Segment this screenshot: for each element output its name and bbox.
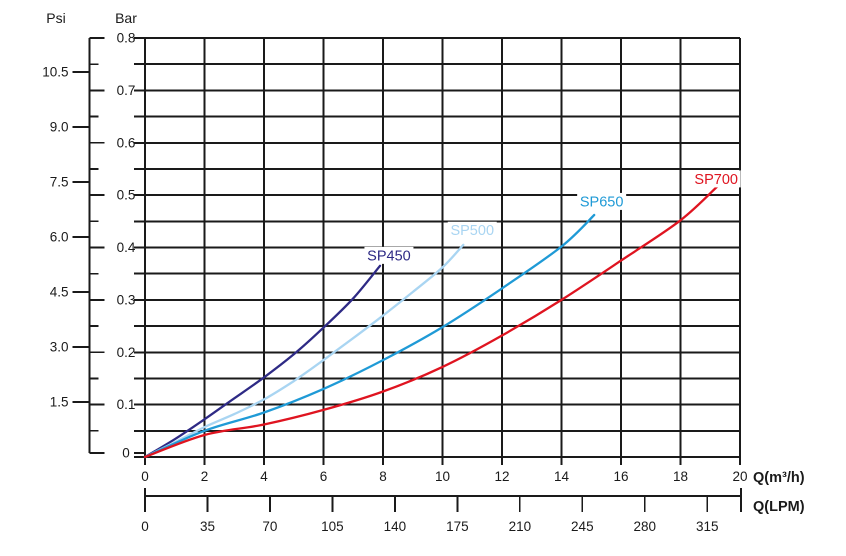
- x-tick-label: 6: [320, 469, 328, 484]
- curve-label-bg: [691, 170, 741, 188]
- x-tick-label: 16: [613, 469, 628, 484]
- curve-labels: SP450 SP500 SP650 SP700: [364, 170, 741, 264]
- psi-tick-label: 4.5: [50, 285, 69, 300]
- bar-tick-label: 0.8: [117, 31, 136, 46]
- bar-tick-label: 0.4: [117, 240, 136, 255]
- x-tick-label: 2: [201, 469, 209, 484]
- x-axis-labels: 0 2 4 6 8 10 12 14 16 18 20 Q(m³/h): [141, 469, 804, 486]
- curve-sp500: [143, 243, 465, 459]
- bar-tick-label: 0.6: [117, 135, 136, 150]
- psi-tick-label: 3.0: [50, 340, 69, 355]
- x-tick-label: 12: [494, 469, 509, 484]
- bar-tick-label: 0.2: [117, 345, 136, 360]
- curve-label-bg: [364, 246, 414, 264]
- bar-tick-label: 0.5: [117, 188, 136, 203]
- curve-sp700: [143, 183, 721, 459]
- lpm-tick-label: 175: [446, 519, 469, 534]
- psi-tick-label: 6.0: [50, 230, 69, 245]
- lpm-tick-label: 210: [509, 519, 532, 534]
- curves: [143, 183, 721, 459]
- lpm-tick-label: 70: [262, 519, 277, 534]
- psi-axis-title: Psi: [46, 10, 65, 26]
- bar-tick-label: 0: [122, 446, 130, 461]
- psi-tick-label: 7.5: [50, 175, 69, 190]
- x-axis-title: Q(m³/h): [753, 470, 805, 486]
- grid: [134, 37, 741, 465]
- curve-label-sp700: SP700: [694, 172, 738, 188]
- lpm-tick-label: 315: [696, 519, 719, 534]
- gauge-labels: 1.5 3.0 4.5 6.0 7.5 9.0 10.5 0 0.1 0.2 0.3 0.4 0.5 0.…: [42, 10, 137, 461]
- lpm-tick-label: 280: [634, 519, 657, 534]
- curve-label-sp500: SP500: [450, 223, 494, 239]
- lpm-tick-label: 105: [321, 519, 344, 534]
- lpm-tick-label: 140: [384, 519, 407, 534]
- lpm-axis-title: Q(LPM): [753, 499, 805, 515]
- lpm-axis: [144, 488, 742, 512]
- lpm-tick-label: 245: [571, 519, 594, 534]
- curve-label-sp650: SP650: [580, 194, 624, 210]
- x-tick-label: 20: [732, 469, 747, 484]
- bar-tick-label: 0.1: [117, 397, 136, 412]
- lpm-labels: 0 35 70 105 140 175 210 245 280 315 Q(LPM): [141, 499, 804, 534]
- x-tick-label: 18: [673, 469, 688, 484]
- curve-label-bg: [577, 192, 627, 210]
- lpm-tick-label: 0: [141, 519, 149, 534]
- curve-sp650: [143, 213, 596, 459]
- psi-tick-label: 9.0: [50, 120, 69, 135]
- psi-tick-label: 10.5: [42, 65, 68, 80]
- curve-sp450: [143, 264, 382, 459]
- lpm-tick-label: 35: [200, 519, 215, 534]
- x-tick-label: 8: [379, 469, 387, 484]
- psi-bar-gauge: [72, 37, 144, 454]
- x-tick-label: 4: [260, 469, 268, 484]
- x-tick-label: 0: [141, 469, 149, 484]
- bar-tick-label: 0.7: [117, 83, 136, 98]
- bar-tick-label: 0.3: [117, 292, 136, 307]
- x-tick-label: 10: [435, 469, 450, 484]
- bar-axis-title: Bar: [115, 10, 137, 26]
- curve-label-sp450: SP450: [367, 248, 411, 264]
- curve-label-bg: [447, 221, 497, 239]
- x-tick-label: 14: [554, 469, 570, 484]
- psi-tick-label: 1.5: [50, 395, 69, 410]
